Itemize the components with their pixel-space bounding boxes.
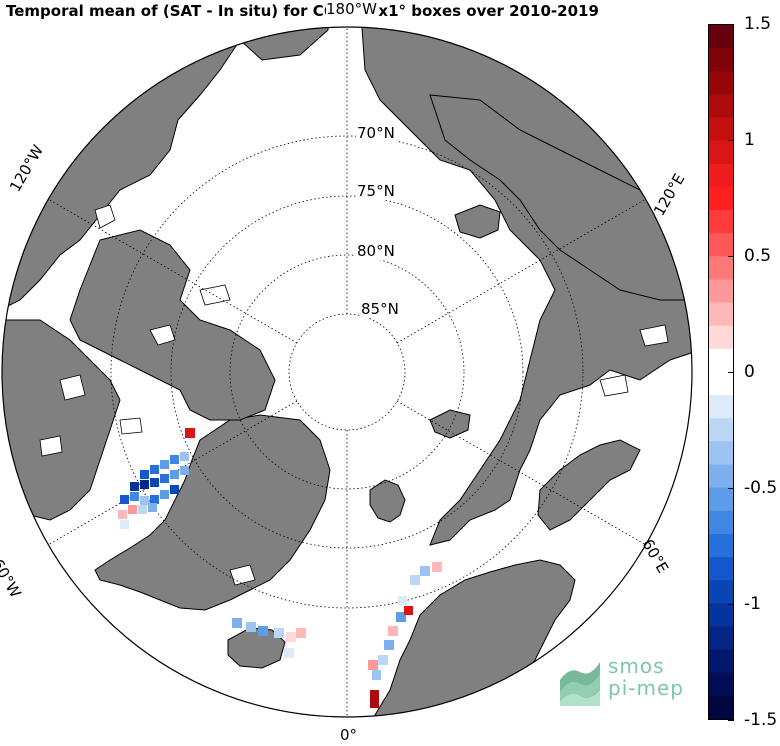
colorbar-tick-mark	[728, 720, 734, 721]
colorbar-segment	[709, 441, 733, 466]
colorbar-tick-label: 0	[744, 362, 755, 382]
colorbar-segment	[709, 418, 733, 442]
colorbar-tick-label: 1	[744, 130, 755, 150]
waves-icon	[560, 662, 600, 706]
colorbar-segment	[709, 372, 733, 396]
colorbar-segment	[709, 48, 733, 72]
colorbar-segment	[709, 464, 733, 489]
landmass-new-siberian-islands	[454, 204, 501, 239]
colorbar-segment	[709, 140, 733, 165]
landmass-canadian-archipelago	[69, 229, 276, 421]
colorbar-segment	[709, 695, 733, 719]
colorbar-tick-mark	[728, 488, 734, 489]
polar-stereographic-map	[1, 26, 693, 718]
colorbar-segment	[709, 325, 733, 350]
colorbar-segment	[709, 395, 733, 419]
colorbar-tick-mark	[728, 604, 734, 605]
colorbar-segment	[709, 233, 733, 257]
landmass-iceland	[227, 627, 286, 669]
lat-label-85: 85°N	[360, 300, 400, 318]
lon-label-top: 180°W	[326, 0, 377, 18]
colorbar-tick-label: 0.5	[744, 246, 772, 266]
colorbar-segment	[709, 487, 733, 512]
colorbar-tick-mark	[728, 24, 734, 25]
map-boundary	[1, 26, 693, 718]
colorbar-segment	[709, 186, 733, 211]
colorbar	[708, 24, 734, 720]
colorbar-tick-mark	[728, 256, 734, 257]
colorbar-segment	[709, 117, 733, 142]
colorbar-segment	[709, 649, 733, 674]
colorbar-segment	[709, 94, 733, 119]
colorbar-segment	[709, 348, 733, 373]
colorbar-segment	[709, 25, 733, 49]
colorbar-tick-mark	[728, 372, 734, 373]
colorbar-segment	[709, 510, 733, 535]
colorbar-tick-label: -1	[744, 594, 761, 614]
colorbar-tick-label: -1.5	[744, 710, 778, 730]
landmass-svalbard	[369, 479, 406, 523]
colorbar-segment	[709, 302, 733, 327]
lon-label-bottom: 0°	[340, 726, 358, 744]
landmass-novaya-zemlya	[537, 439, 641, 531]
landmass-franz-josef-land	[429, 409, 471, 439]
colorbar-segment	[709, 626, 733, 651]
colorbar-segment	[709, 557, 733, 581]
colorbar-tick-label: 1.5	[744, 14, 772, 34]
landmass-greenland	[94, 414, 331, 611]
colorbar-segment	[709, 210, 733, 234]
colorbar-segment	[709, 71, 733, 95]
colorbar-segment	[709, 279, 733, 304]
lat-label-80: 80°N	[356, 242, 396, 260]
colorbar-tick-mark	[728, 140, 734, 141]
lakes-and-channels	[39, 204, 669, 586]
colorbar-segment	[709, 580, 733, 604]
lat-label-70: 70°N	[356, 124, 396, 142]
landmass-siberia-east	[429, 94, 692, 301]
colorbar-segment	[709, 672, 733, 697]
lat-label-75: 75°N	[356, 182, 396, 200]
map-title: Temporal mean of (SAT - In situ) for C6 …	[6, 2, 599, 20]
lat-circle-75	[170, 195, 524, 549]
colorbar-segment	[709, 603, 733, 627]
logo-line-2: pi-mep	[608, 676, 684, 700]
colorbar-tick-label: -0.5	[744, 478, 778, 498]
colorbar-segment	[709, 533, 733, 558]
data-cells	[118, 428, 442, 708]
colorbar-segment	[709, 256, 733, 280]
colorbar-segment	[709, 163, 733, 188]
logo-line-1: smos	[608, 654, 665, 678]
smos-pi-mep-logo: smos pi-mep	[556, 654, 696, 708]
lat-circle-70	[110, 135, 584, 609]
lat-circle-80	[229, 254, 465, 490]
graticule	[47, 27, 647, 717]
